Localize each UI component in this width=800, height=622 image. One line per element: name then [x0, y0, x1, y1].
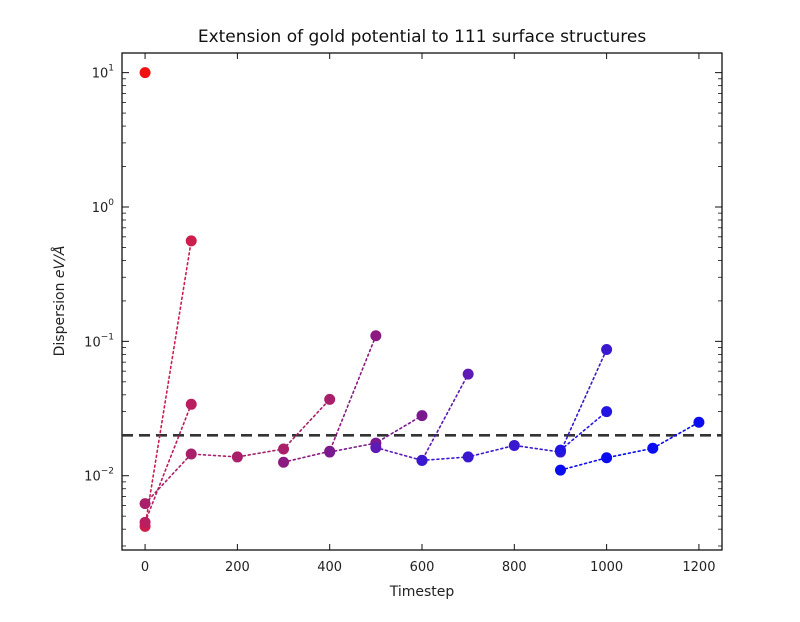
y-axis-label: Dispersion eV/Å: [51, 246, 68, 357]
y-tick-exponent: 0: [108, 198, 114, 208]
series-line: [144, 240, 193, 528]
data-point: [416, 454, 428, 466]
series-line: [144, 398, 331, 505]
series-line: [375, 373, 469, 462]
y-tick-exponent: −1: [101, 332, 114, 342]
data-point: [139, 516, 151, 528]
series-line: [421, 348, 608, 462]
y-tick-label: 100: [92, 198, 115, 216]
series-line: [559, 410, 608, 451]
data-point: [185, 448, 197, 460]
data-point: [278, 456, 290, 468]
x-tick-label: 0: [141, 560, 149, 575]
series-line: [559, 421, 700, 471]
y-tick-base: 10: [92, 67, 109, 82]
series-layer: [139, 67, 705, 532]
data-point: [231, 451, 243, 463]
y-tick-label: 101: [92, 64, 114, 82]
data-point: [554, 444, 566, 456]
y-tick-base: 10: [84, 335, 101, 350]
data-point: [185, 235, 197, 247]
data-point: [508, 439, 520, 451]
series-line: [144, 403, 193, 524]
chart-title: Extension of gold potential to 111 surfa…: [198, 27, 646, 47]
y-tick-label: 10−2: [84, 467, 114, 485]
x-tick-label: 1200: [682, 560, 715, 575]
y-tick-exponent: 1: [108, 64, 114, 74]
x-tick-label: 400: [317, 560, 342, 575]
x-tick-label: 1000: [590, 560, 623, 575]
data-point: [647, 442, 659, 454]
y-axis-label-prefix: Dispersion: [52, 278, 68, 356]
y-tick-base: 10: [92, 201, 109, 216]
data-point: [554, 464, 566, 476]
data-point: [324, 446, 336, 458]
data-point: [601, 406, 613, 418]
data-point: [601, 452, 613, 464]
x-tick-label: 600: [410, 560, 435, 575]
data-point: [462, 368, 474, 380]
data-point: [278, 443, 290, 455]
y-axis-label-unit: eV/Å: [51, 246, 68, 278]
data-point: [139, 498, 151, 510]
data-point: [185, 398, 197, 410]
data-point: [139, 67, 151, 79]
data-point: [601, 343, 613, 355]
y-tick-label: 10−1: [84, 332, 114, 350]
data-point: [370, 442, 382, 454]
x-tick-label: 800: [502, 560, 527, 575]
y-tick-base: 10: [84, 470, 101, 485]
data-point: [693, 416, 705, 428]
x-axis-label: Timestep: [389, 584, 455, 600]
data-point: [416, 410, 428, 422]
x-tick-label: 200: [225, 560, 250, 575]
data-point: [462, 451, 474, 463]
data-point: [370, 330, 382, 342]
y-tick-exponent: −2: [101, 467, 114, 477]
plot-frame: [121, 52, 723, 551]
data-point: [324, 393, 336, 405]
